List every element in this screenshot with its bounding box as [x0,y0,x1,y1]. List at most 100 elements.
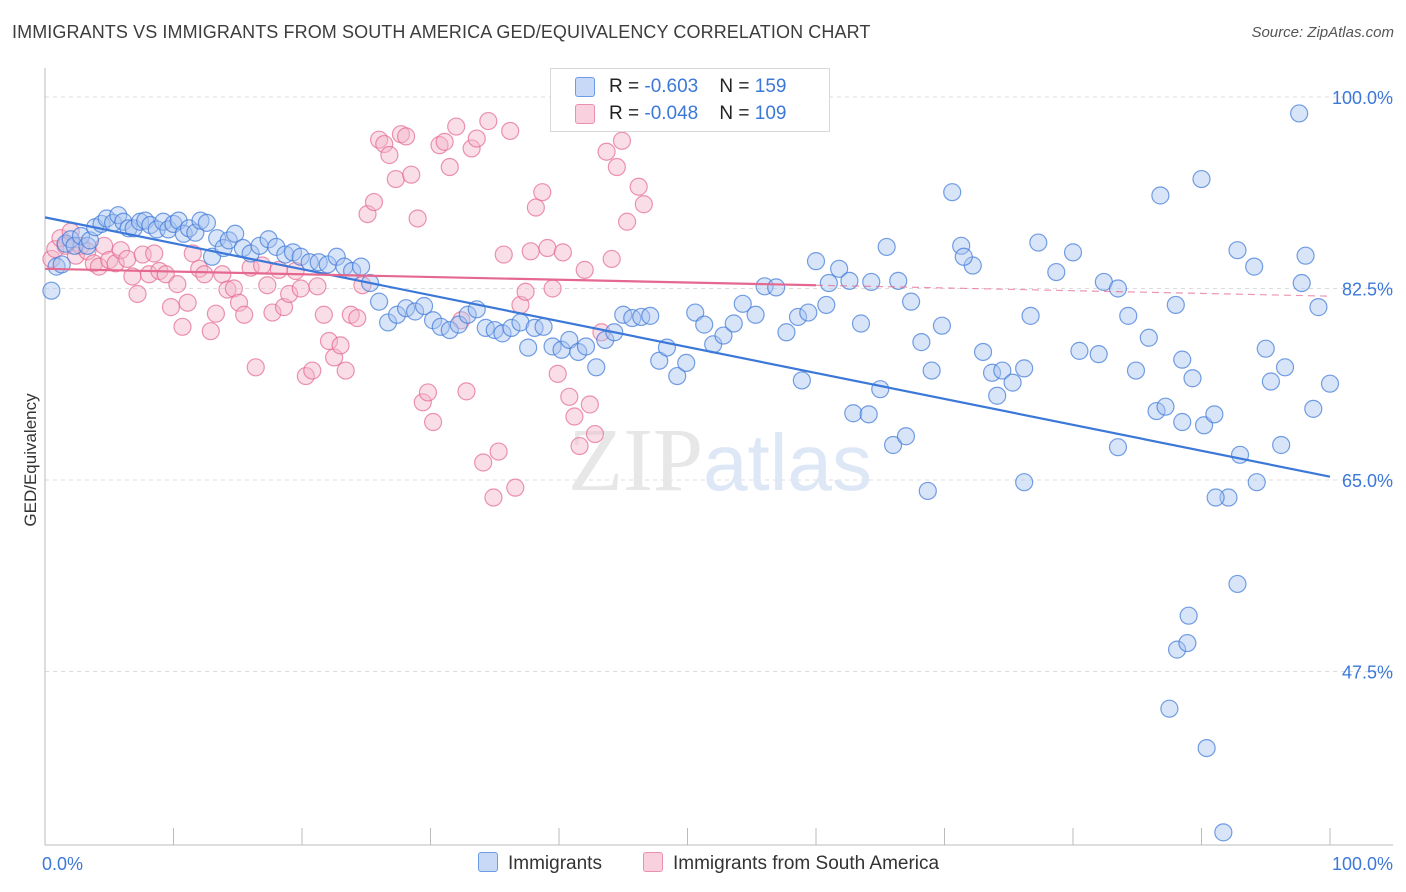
data-point-immigrants [871,380,890,399]
legend-item-immigrants[interactable]: Immigrants [478,852,602,875]
data-point-immigrants [370,292,389,311]
y-tick-label: 82.5% [1342,280,1393,300]
data-point-immigrants [889,271,908,290]
data-point-south-america [308,277,327,296]
data-point-south-america [560,387,579,406]
data-point-south-america [280,284,299,304]
data-point-south-america [206,304,226,323]
x-tick-label-min: 0.0% [42,854,83,874]
data-point-immigrants [1247,473,1266,492]
data-point-immigrants [1047,262,1066,282]
data-point-immigrants [883,435,903,455]
data-point-south-america [484,488,503,507]
data-point-immigrants [1205,405,1224,424]
data-point-south-america [447,117,466,136]
data-point-south-america [364,192,384,212]
series-south-america [42,90,653,507]
data-point-immigrants [1206,488,1225,507]
data-point-immigrants [440,320,459,340]
data-point-south-america [224,279,243,298]
data-point-immigrants [792,371,811,390]
watermark-zip: ZIP [568,411,703,510]
y-tick-label: 47.5% [1342,663,1393,683]
data-point-immigrants [1156,397,1175,416]
data-point-immigrants [1178,633,1197,653]
data-point-immigrants [799,303,818,322]
legend-swatch-blue [575,77,595,97]
data-point-south-america [156,265,175,284]
data-point-immigrants [502,318,521,337]
data-point-south-america [516,282,535,301]
data-point-immigrants [777,323,796,342]
data-point-immigrants [519,338,538,357]
data-point-south-america [506,478,525,497]
series-immigrants [42,104,1340,842]
watermark-atlas: atlas [703,418,872,507]
data-point-south-america [408,209,427,228]
data-point-immigrants [840,271,859,290]
source-label: Source: ZipAtlas.com [1251,24,1394,41]
data-point-immigrants [1151,186,1170,205]
data-point-south-america [314,305,333,324]
data-point-south-america [195,265,214,284]
data-point-immigrants [1214,823,1233,842]
data-point-immigrants [943,183,962,202]
legend-item-south-america[interactable]: Immigrants from South America [643,852,939,875]
data-point-south-america [396,127,416,146]
data-point-south-america [533,183,552,202]
data-point-south-america [183,244,202,263]
data-point-immigrants [1119,306,1138,325]
data-point-immigrants [219,231,238,250]
data-point-south-america [565,407,584,426]
data-point-immigrants [259,230,278,249]
data-point-immigrants [1070,341,1089,360]
data-point-immigrants [859,405,878,424]
data-point-south-america [380,145,399,165]
data-point-immigrants [1228,241,1247,260]
data-point-immigrants [1275,358,1295,377]
data-point-south-america [479,111,498,131]
legend-n-value: 159 [754,76,787,97]
data-point-immigrants [695,315,714,334]
data-point-immigrants [1292,273,1311,293]
legend-r-value: -0.048 [644,103,699,124]
data-point-immigrants [352,257,371,276]
data-point-immigrants [1126,361,1146,380]
data-point-south-america [348,308,367,328]
data-point-south-america [612,131,632,150]
data-point-south-america [303,361,322,380]
y-axis-label: GED/Equivalency [21,393,40,527]
data-point-immigrants [405,302,425,321]
legend-swatch-blue [478,852,498,872]
data-point-south-america [474,453,493,472]
data-point-immigrants [1173,350,1192,369]
data-point-immigrants [1063,243,1083,262]
legend-r-label: R = [609,103,645,124]
data-point-immigrants [1296,246,1315,265]
data-point-immigrants [806,252,826,271]
data-point-immigrants [954,247,973,266]
data-point-immigrants [641,306,660,325]
data-point-south-america [235,305,254,324]
data-point-south-america [213,265,232,284]
trend-lines [44,216,1331,478]
data-point-immigrants [1290,104,1309,123]
data-point-immigrants [1179,606,1198,625]
data-point-immigrants [851,314,871,333]
data-point-south-america [418,383,438,402]
data-point-immigrants [1309,298,1328,317]
data-point-south-america [570,436,589,456]
data-point-immigrants [1320,374,1340,393]
data-point-immigrants [1029,233,1048,252]
data-point-immigrants [1166,295,1185,315]
data-point-south-america [543,279,562,298]
data-point-south-america [201,322,220,341]
data-point-immigrants [912,333,931,352]
data-point-immigrants [534,317,553,336]
data-point-south-america [128,284,147,304]
data-point-immigrants [819,273,838,293]
data-point-south-america [118,249,137,269]
legend-r-label: R = [609,76,645,97]
data-point-south-america [218,280,237,299]
